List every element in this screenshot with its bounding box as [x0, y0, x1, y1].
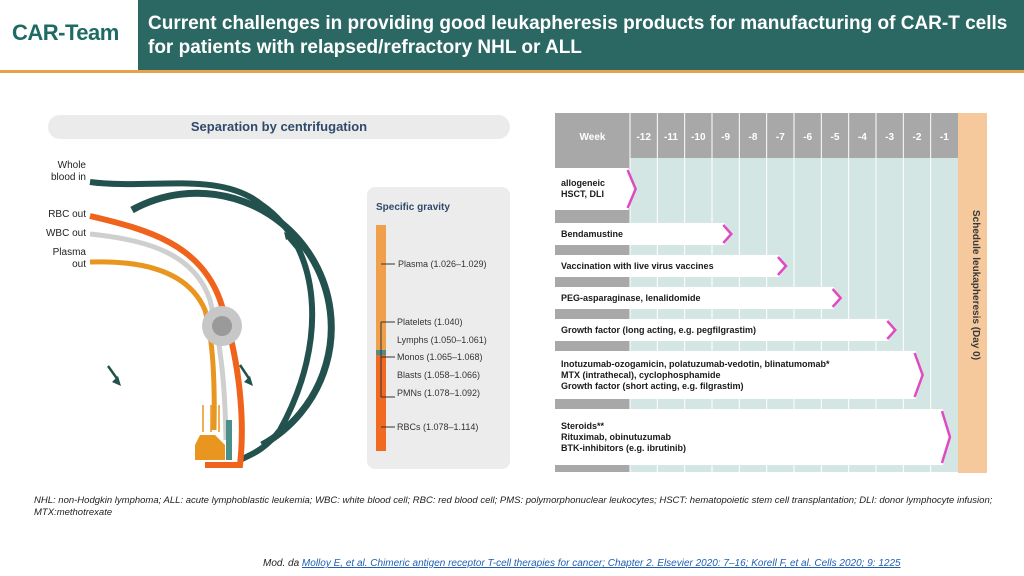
- bar-rbcs: [376, 355, 386, 451]
- row-arrow-4: [886, 320, 897, 340]
- hub-center: [212, 316, 232, 336]
- rotation-arrowhead-left: [112, 376, 121, 386]
- label-rbc-out: RBC out: [48, 209, 86, 220]
- row-label-line: Bendamustine: [561, 228, 624, 239]
- header: CAR-Team Current challenges in providing…: [0, 0, 1024, 73]
- row-label-line: Growth factor (short acting, e.g. filgra…: [561, 380, 744, 391]
- row-arrow-3: [831, 288, 843, 308]
- chamber-teal: [226, 420, 232, 460]
- wbc-out-tube: [89, 231, 229, 441]
- week-tick-label: -4: [858, 132, 867, 143]
- week-tick-label: -7: [776, 132, 785, 143]
- week-tick-label: -6: [803, 132, 812, 143]
- rotation-arrow-left: [106, 365, 120, 381]
- row-label-line: MTX (intrathecal), cyclophosphamide: [561, 369, 721, 380]
- centrifugation-title: Separation by centrifugation: [190, 119, 368, 134]
- row-bar-4: [555, 319, 896, 341]
- collection-chamber: [195, 435, 225, 460]
- specific-gravity-title: Specific gravity: [376, 202, 450, 213]
- rotation-arrowhead-right: [244, 376, 253, 386]
- source-reference: Mod. da Molloy E, et al. Chimeric antige…: [263, 558, 901, 569]
- row-label-line: HSCT, DLI: [561, 189, 605, 199]
- label-wbc-out: WBC out: [45, 228, 86, 239]
- sg-plasma: Plasma (1.026–1.029): [398, 259, 487, 269]
- abbreviations: NHL: non-Hodgkin lymphoma; ALL: acute ly…: [34, 495, 993, 518]
- label-whole-blood-in: Whole blood in: [50, 160, 86, 183]
- row-arrow-0: [626, 169, 637, 209]
- centrifugation-title-pill: Separation by centrifugation: [48, 115, 510, 139]
- flow-arrows: [202, 405, 220, 432]
- row-bar-6: [555, 409, 950, 465]
- sg-monos: Monos (1.065–1.068): [397, 352, 483, 362]
- row-label-line: PEG-asparaginase, lenalidomide: [561, 292, 701, 303]
- sg-platelets: Platelets (1.040): [397, 317, 463, 327]
- centrifuge-ring: [130, 189, 335, 449]
- bar-plasma: [376, 225, 386, 363]
- row-bar-5: [555, 351, 923, 399]
- label-plasma-out: Plasma out: [52, 247, 86, 270]
- timeline-header-band: [555, 113, 958, 158]
- row-label-3: PEG-asparaginase, lenalidomide: [561, 293, 701, 304]
- rotation-arrowhead-top: [284, 232, 292, 240]
- row-label-5: Inotuzumab-ozogamicin, polatuzumab-vedot…: [561, 359, 830, 392]
- sg-lymphs: Lymphs (1.050–1.061): [397, 335, 487, 345]
- row-label-line: Vaccination with live virus vaccines: [561, 260, 714, 271]
- gravity-ticks: [380, 263, 395, 428]
- sg-blasts: Blasts (1.058–1.066): [397, 370, 481, 380]
- schedule-column: [958, 113, 987, 473]
- logo-area: CAR-Team: [0, 0, 138, 72]
- plasma-out-tube: [89, 259, 217, 431]
- week-tick-label: -3: [885, 132, 894, 143]
- rotation-arrow-right: [238, 364, 252, 381]
- specific-gravity-panel: Specific gravity: [367, 187, 510, 469]
- row-label-4: Growth factor (long acting, e.g. pegfilg…: [561, 325, 756, 336]
- whole-blood-line: [89, 179, 316, 463]
- week-tick-label: -5: [831, 132, 840, 143]
- sg-rbcs: RBCs (1.078–1.114): [397, 422, 479, 432]
- row-bar-2: [555, 255, 786, 277]
- week-tick-label: -10: [691, 132, 706, 143]
- page-title: Current challenges in providing good leu…: [148, 13, 1008, 58]
- specific-gravity-bar: [376, 225, 395, 451]
- row-label-6: Steroids** Rituximab, obinutuzumab BTK-inh…: [561, 421, 686, 454]
- week-tick-label: -9: [721, 132, 730, 143]
- row-label-2: Vaccination with live virus vaccines: [561, 261, 714, 272]
- row-label-line: Steroids**: [561, 420, 605, 431]
- schedule-label: Schedule leukapheresis (Day 0): [970, 210, 981, 361]
- row-label-1: Bendamustine: [561, 229, 623, 240]
- row-label-line: Inotuzumab-ozogamicin, polatuzumab-vedot…: [561, 358, 830, 369]
- rbc-out-tube: [89, 213, 245, 468]
- title-bar: Current challenges in providing good leu…: [138, 0, 1024, 72]
- week-tick-label: -1: [940, 132, 949, 143]
- row-bar-3: [555, 287, 841, 309]
- row-label-0: allogeneic HSCT, DLI: [561, 178, 605, 200]
- row-label-line: BTK-inhibitors (e.g. ibrutinib): [561, 442, 686, 453]
- row-bar-1: [555, 223, 732, 245]
- header-divider: [0, 70, 1024, 73]
- week-header-label: Week: [580, 132, 606, 143]
- row-bar-0: [555, 168, 636, 210]
- week-tick-label: -12: [636, 132, 651, 143]
- row-arrow-5: [913, 352, 924, 398]
- row-label-line: allogeneic: [561, 178, 606, 188]
- sg-pmns: PMNs (1.078–1.092): [397, 388, 481, 398]
- row-label-line: Rituximab, obinutuzumab: [561, 431, 671, 442]
- source-link[interactable]: Molloy E, et al. Chimeric antigen recept…: [301, 558, 901, 569]
- row-label-line: Growth factor (long acting, e.g. pegfilg…: [561, 324, 757, 335]
- logo: CAR-Team: [12, 20, 119, 45]
- row-arrow-6: [940, 410, 952, 464]
- row-arrow-2: [777, 256, 788, 276]
- week-tick-label: -8: [749, 132, 758, 143]
- week-tick-label: -11: [664, 132, 678, 143]
- row-arrow-1: [722, 224, 733, 244]
- week-tick-label: -2: [913, 132, 922, 143]
- source-prefix: Mod. da: [263, 558, 300, 569]
